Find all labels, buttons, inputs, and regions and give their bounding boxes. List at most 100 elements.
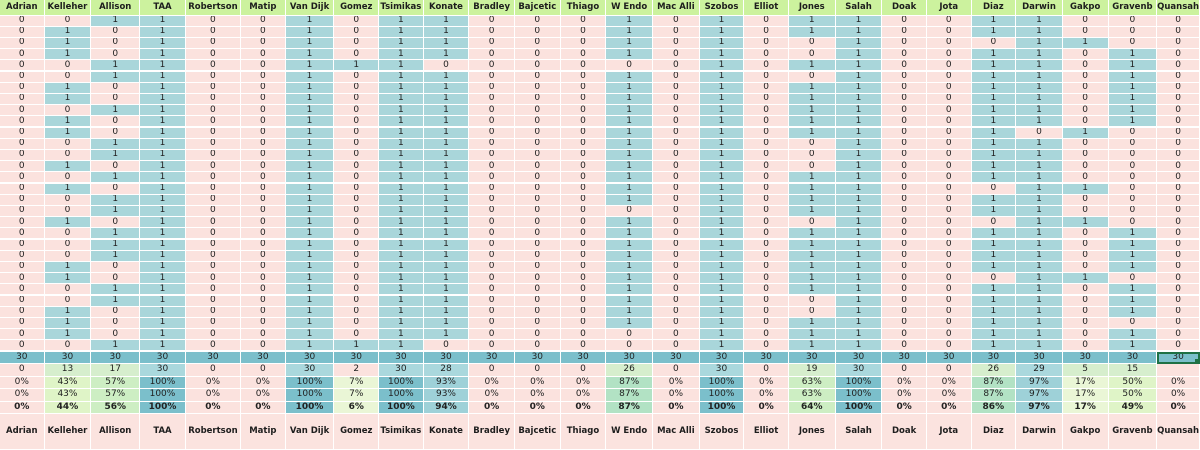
percent-cell[interactable]: 100% xyxy=(699,389,745,402)
data-cell[interactable]: 1 xyxy=(44,49,92,61)
data-cell[interactable]: 0 xyxy=(744,116,789,128)
data-cell[interactable]: 1 xyxy=(1108,93,1158,106)
data-cell[interactable]: 1 xyxy=(606,183,653,195)
data-cell[interactable]: 1 xyxy=(835,82,883,94)
data-cell[interactable]: 1 xyxy=(699,93,745,106)
data-cell[interactable]: 1 xyxy=(699,71,745,83)
percent-cell[interactable]: 63% xyxy=(788,376,836,389)
data-cell[interactable]: 1 xyxy=(91,340,141,352)
total-cell[interactable]: 30 xyxy=(44,351,92,364)
percent-cell[interactable]: 100% xyxy=(379,389,424,402)
data-cell[interactable]: 0 xyxy=(91,261,141,274)
data-cell[interactable]: 0 xyxy=(334,205,380,218)
data-cell[interactable]: 1 xyxy=(699,284,745,296)
data-cell[interactable]: 0 xyxy=(653,26,700,38)
data-cell[interactable]: 1 xyxy=(44,93,92,106)
column-header[interactable]: Jota xyxy=(926,0,972,16)
data-cell[interactable]: 0 xyxy=(44,205,92,218)
column-footer-label[interactable]: Matip xyxy=(241,414,286,450)
data-cell[interactable]: 1 xyxy=(835,60,883,72)
data-cell[interactable]: 1 xyxy=(606,138,653,150)
data-cell[interactable]: 0 xyxy=(926,37,972,50)
data-cell[interactable]: 0 xyxy=(1157,172,1200,184)
column-header[interactable]: TAA xyxy=(140,0,186,16)
data-cell[interactable]: 1 xyxy=(835,194,883,206)
data-cell[interactable]: 0 xyxy=(1157,295,1200,307)
data-cell[interactable]: 0 xyxy=(0,317,45,330)
percent-cell[interactable]: 0% xyxy=(514,376,561,389)
data-cell[interactable]: 1 xyxy=(835,127,883,139)
data-cell[interactable]: 1 xyxy=(971,15,1017,27)
data-cell[interactable]: 0 xyxy=(185,295,242,307)
data-cell[interactable]: 0 xyxy=(469,149,515,162)
data-cell[interactable]: 0 xyxy=(1157,15,1200,27)
column-header[interactable]: Tsimikas xyxy=(379,0,424,16)
data-cell[interactable]: 0 xyxy=(241,284,286,296)
data-cell[interactable]: 0 xyxy=(44,15,92,27)
column-footer-label[interactable]: Robertson xyxy=(185,414,242,450)
data-cell[interactable]: 0 xyxy=(926,161,972,173)
data-cell[interactable]: 1 xyxy=(788,93,836,106)
data-cell[interactable]: 0 xyxy=(469,172,515,184)
data-cell[interactable]: 0 xyxy=(560,105,607,117)
data-cell[interactable]: 0 xyxy=(91,183,141,195)
data-cell[interactable]: 0 xyxy=(926,93,972,106)
percent-cell[interactable]: 100% xyxy=(140,376,186,389)
data-cell[interactable]: 0 xyxy=(334,82,380,94)
data-cell[interactable]: 0 xyxy=(882,273,927,285)
data-cell[interactable]: 1 xyxy=(379,239,424,251)
data-cell[interactable]: 1 xyxy=(835,284,883,296)
percent-cell[interactable]: 0% xyxy=(241,376,286,389)
data-cell[interactable]: 0 xyxy=(514,261,561,274)
data-cell[interactable]: 1 xyxy=(44,306,92,318)
total-cell[interactable]: 30 xyxy=(1157,351,1200,364)
total-cell[interactable]: 30 xyxy=(926,351,972,364)
data-cell[interactable]: 1 xyxy=(140,49,186,61)
data-cell[interactable]: 1 xyxy=(699,116,745,128)
data-cell[interactable]: 1 xyxy=(140,172,186,184)
data-cell[interactable]: 1 xyxy=(285,71,335,83)
data-cell[interactable]: 1 xyxy=(606,284,653,296)
data-cell[interactable]: 1 xyxy=(140,127,186,139)
data-cell[interactable]: 0 xyxy=(744,49,789,61)
data-cell[interactable]: 1 xyxy=(44,161,92,173)
data-cell[interactable]: 0 xyxy=(1016,127,1063,139)
count-cell[interactable]: 26 xyxy=(606,364,653,377)
data-cell[interactable]: 0 xyxy=(653,60,700,72)
column-footer-label[interactable]: Thiago xyxy=(560,414,607,450)
data-cell[interactable]: 1 xyxy=(835,340,883,352)
data-cell[interactable]: 0 xyxy=(882,217,927,229)
data-cell[interactable]: 1 xyxy=(285,329,335,341)
data-cell[interactable]: 0 xyxy=(1062,228,1109,240)
data-cell[interactable]: 0 xyxy=(560,149,607,162)
data-cell[interactable]: 0 xyxy=(1062,261,1109,274)
data-cell[interactable]: 0 xyxy=(44,105,92,117)
data-cell[interactable]: 1 xyxy=(835,71,883,83)
data-cell[interactable]: 0 xyxy=(882,105,927,117)
data-cell[interactable]: 1 xyxy=(44,317,92,330)
data-cell[interactable]: 0 xyxy=(744,194,789,206)
data-cell[interactable]: 0 xyxy=(788,149,836,162)
data-cell[interactable]: 1 xyxy=(606,105,653,117)
data-cell[interactable]: 0 xyxy=(926,306,972,318)
data-cell[interactable]: 1 xyxy=(1108,116,1158,128)
data-cell[interactable]: 0 xyxy=(0,71,45,83)
data-cell[interactable]: 0 xyxy=(241,49,286,61)
data-cell[interactable]: 1 xyxy=(285,228,335,240)
data-cell[interactable]: 0 xyxy=(185,273,242,285)
data-cell[interactable]: 0 xyxy=(185,172,242,184)
data-cell[interactable]: 1 xyxy=(140,116,186,128)
data-cell[interactable]: 1 xyxy=(699,239,745,251)
data-cell[interactable]: 1 xyxy=(835,149,883,162)
data-cell[interactable]: 1 xyxy=(788,183,836,195)
data-cell[interactable]: 1 xyxy=(44,217,92,229)
data-cell[interactable]: 1 xyxy=(140,239,186,251)
data-cell[interactable]: 1 xyxy=(971,116,1017,128)
total-cell[interactable]: 30 xyxy=(0,351,45,364)
data-cell[interactable]: 0 xyxy=(560,273,607,285)
data-cell[interactable]: 0 xyxy=(788,306,836,318)
percent-cell[interactable]: 100% xyxy=(285,401,335,414)
data-cell[interactable]: 0 xyxy=(560,49,607,61)
data-cell[interactable]: 0 xyxy=(185,284,242,296)
data-cell[interactable]: 0 xyxy=(185,149,242,162)
